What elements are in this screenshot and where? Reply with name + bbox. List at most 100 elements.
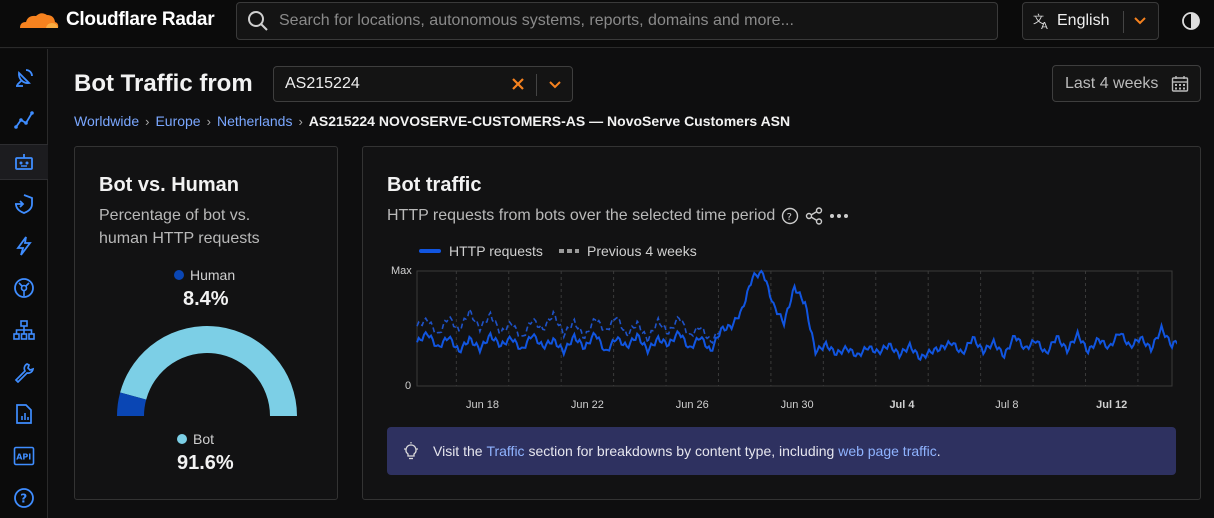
search-input[interactable] <box>279 12 979 30</box>
globe-network-icon <box>14 278 34 298</box>
human-label: Human <box>190 267 236 283</box>
shield-arrow-icon <box>15 194 33 214</box>
sidebar-item-help[interactable]: ? <box>0 480 48 516</box>
logo[interactable]: Cloudflare Radar <box>16 9 215 31</box>
chevron-down-icon[interactable] <box>1131 12 1149 30</box>
top-bar: Cloudflare Radar 文 A English <box>0 0 1214 48</box>
bot-legend-dot <box>177 434 187 444</box>
svg-text:?: ? <box>20 492 27 506</box>
bot-vs-human-card: Bot vs. Human Percentage of bot vs. huma… <box>74 146 338 500</box>
wrench-icon <box>14 363 35 383</box>
x-tick-label: Jun 26 <box>676 399 709 411</box>
language-selector[interactable]: 文 A English <box>1022 2 1159 40</box>
asn-select[interactable]: AS215224 <box>273 66 573 102</box>
svg-text:文: 文 <box>1033 12 1044 26</box>
date-range-picker[interactable]: Last 4 weeks <box>1052 65 1201 102</box>
share-icon[interactable] <box>805 206 823 225</box>
sidebar-item-satellite[interactable] <box>0 60 48 96</box>
breadcrumb-europe[interactable]: Europe <box>155 113 201 129</box>
legend-current-label: HTTP requests <box>449 243 543 259</box>
more-icon[interactable] <box>829 207 849 225</box>
gauge-human-arc <box>117 392 147 416</box>
y-label-max: Max <box>391 265 412 277</box>
breadcrumb-worldwide[interactable]: Worldwide <box>74 113 140 129</box>
callout-middle: section for breakdowns by content type, … <box>524 443 839 459</box>
bot-value: 91.6% <box>177 452 234 474</box>
human-legend-dot <box>174 270 184 280</box>
legend-current[interactable]: HTTP requests <box>419 243 543 259</box>
breadcrumb-current: AS215224 NOVOSERVE-CUSTOMERS-AS — NovoSe… <box>308 113 791 129</box>
bot-human-gauge <box>117 326 297 416</box>
breadcrumb-netherlands[interactable]: Netherlands <box>216 113 293 129</box>
lightning-icon <box>16 236 32 256</box>
sidebar-item-reports[interactable] <box>0 396 48 432</box>
bot-traffic-chart: Max 0 Jun 18 Jun 22 Jun 26 Jun 30 Jul 4 Jul 8… <box>391 265 1177 411</box>
translate-icon: 文 A <box>1033 12 1048 30</box>
chevron-right-icon: › <box>206 113 211 129</box>
x-tick-label: Jul 12 <box>1096 399 1127 411</box>
api-icon: API <box>13 446 35 466</box>
report-file-icon <box>16 404 32 424</box>
card-subtitle: HTTP requests from bots over the selecte… <box>387 204 849 227</box>
card-subtitle-line: human HTTP requests <box>99 230 260 247</box>
legend-previous[interactable]: Previous 4 weeks <box>559 243 697 259</box>
x-tick-label: Jun 22 <box>571 399 604 411</box>
calendar-icon <box>1171 76 1189 92</box>
x-tick-label: Jul 8 <box>995 399 1018 411</box>
human-legend: Human <box>174 267 235 283</box>
sidebar-item-bots[interactable] <box>0 144 48 180</box>
card-title: Bot traffic <box>387 174 482 196</box>
hierarchy-icon <box>13 320 35 340</box>
search-bar[interactable] <box>236 2 998 40</box>
bot-label: Bot <box>193 431 215 447</box>
human-value: 8.4% <box>183 288 229 310</box>
sidebar-item-routing[interactable] <box>0 312 48 348</box>
card-title: Bot vs. Human <box>99 174 240 196</box>
help-icon: ? <box>14 488 34 508</box>
satellite-dish-icon <box>16 69 33 87</box>
callout-suffix: . <box>936 443 941 459</box>
legend-previous-label: Previous 4 weeks <box>587 243 697 259</box>
clear-icon[interactable] <box>511 77 525 91</box>
svg-text:API: API <box>16 453 31 462</box>
sidebar-item-security[interactable] <box>0 186 48 222</box>
asn-select-divider <box>536 74 537 96</box>
cloudflare-logo-icon <box>20 13 59 28</box>
line-chart-icon <box>14 111 34 129</box>
sidebar-item-attacks[interactable] <box>0 228 48 264</box>
chevron-right-icon: › <box>298 113 303 129</box>
svg-text:A: A <box>1041 21 1048 30</box>
asn-select-value: AS215224 <box>285 75 360 92</box>
chevron-down-icon[interactable] <box>546 76 564 94</box>
sidebar-item-tools[interactable] <box>0 354 48 390</box>
bot-legend: Bot <box>177 431 214 447</box>
x-tick-label: Jun 18 <box>466 399 499 411</box>
card-subtitle-text: HTTP requests from bots over the selecte… <box>387 207 776 224</box>
x-tick-label: Jun 30 <box>781 399 814 411</box>
legend-previous-swatch <box>559 249 579 253</box>
theme-toggle-icon[interactable] <box>1181 11 1201 31</box>
traffic-link[interactable]: Traffic <box>486 443 525 459</box>
chevron-right-icon: › <box>145 113 150 129</box>
web-page-traffic-link[interactable]: web page traffic <box>838 443 937 459</box>
traffic-callout: Visit the Traffic section for breakdowns… <box>387 427 1176 475</box>
card-subtitle-line: Percentage of bot vs. <box>99 207 251 224</box>
breadcrumb: Worldwide › Europe › Netherlands › AS215… <box>74 113 790 129</box>
gauge-bot-arc <box>120 326 297 416</box>
lightbulb-icon <box>404 442 418 460</box>
svg-text:?: ? <box>787 212 792 223</box>
sidebar-item-trends[interactable] <box>0 102 48 138</box>
robot-icon <box>15 154 33 170</box>
x-tick-label: Jul 4 <box>889 399 915 411</box>
date-range-label: Last 4 weeks <box>1065 75 1159 92</box>
language-label: English <box>1057 12 1110 29</box>
help-icon[interactable]: ? <box>781 207 799 225</box>
legend-current-swatch <box>419 249 441 253</box>
chart-plot-area <box>416 270 1173 387</box>
sidebar-item-network[interactable] <box>0 270 48 306</box>
sidebar: API ? <box>0 49 48 518</box>
card-subtitle: Percentage of bot vs. human HTTP request… <box>99 204 260 250</box>
y-label-zero: 0 <box>405 380 411 392</box>
series-previous-line <box>416 307 722 346</box>
sidebar-item-api[interactable]: API <box>0 438 48 474</box>
